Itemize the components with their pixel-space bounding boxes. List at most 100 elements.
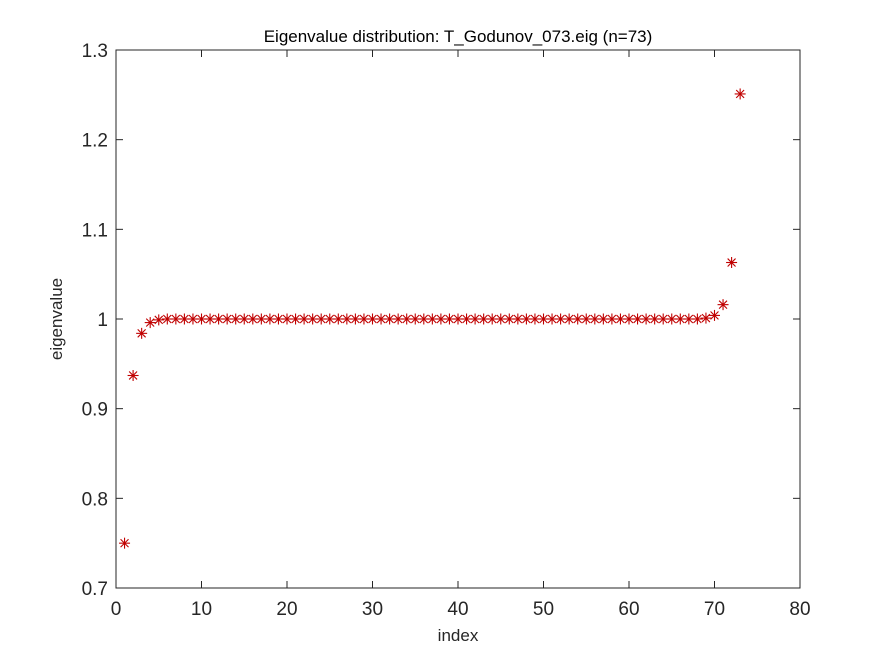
x-tick-label: 10	[191, 599, 212, 620]
data-point-stroke	[658, 314, 668, 324]
data-point-stroke	[641, 314, 651, 324]
x-tick-label: 30	[362, 599, 383, 620]
data-point-stroke	[513, 314, 523, 324]
data-point-stroke	[590, 314, 600, 324]
x-axis: 0 10 20 30 40 50 60 70 80	[111, 50, 811, 620]
data-point-stroke	[351, 314, 360, 324]
y-axis: 0.7 0.8 0.9 1 1.1 1.2 1.3	[82, 41, 800, 600]
data-point-stroke	[693, 314, 702, 324]
data-point-stroke	[462, 314, 471, 324]
data-point-stroke	[257, 314, 266, 324]
data-point-stroke	[573, 314, 583, 324]
data-point-stroke	[128, 371, 138, 380]
y-tick-label: 1.3	[82, 41, 108, 62]
x-axis-label: index	[438, 626, 479, 645]
data-point-stroke	[308, 314, 317, 324]
data-point	[461, 313, 473, 325]
x-tick-label: 70	[704, 599, 725, 620]
data-point-stroke	[145, 318, 155, 327]
data-point-stroke	[359, 314, 369, 324]
data-point	[375, 313, 387, 325]
data-point-stroke	[599, 314, 608, 324]
data-point-stroke	[701, 313, 711, 323]
data-point-stroke	[522, 314, 531, 324]
data-point-stroke	[650, 314, 659, 324]
data-point-stroke	[607, 314, 617, 324]
data-point-stroke	[419, 314, 429, 324]
data-point	[144, 317, 156, 329]
data-point-stroke	[470, 314, 480, 324]
data-point-stroke	[385, 314, 394, 324]
data-point-stroke	[718, 300, 728, 310]
y-tick-label: 0.8	[82, 489, 108, 510]
data-point-stroke	[530, 314, 540, 324]
data-point-stroke	[624, 314, 634, 324]
data-point-stroke	[154, 315, 164, 325]
y-tick-label: 0.9	[82, 400, 108, 421]
data-point-stroke	[214, 314, 223, 324]
data-point	[307, 313, 319, 325]
data-point-stroke	[479, 314, 488, 324]
data-point	[717, 299, 729, 311]
data-point	[213, 313, 225, 325]
data-point-stroke	[248, 314, 258, 324]
data-markers	[119, 88, 746, 549]
data-point	[589, 313, 601, 325]
data-point	[196, 313, 207, 325]
data-point-stroke	[180, 314, 189, 324]
data-point	[136, 327, 148, 339]
data-point-stroke	[239, 314, 249, 324]
y-tick-label: 0.7	[82, 579, 108, 600]
data-point-stroke	[667, 314, 677, 324]
data-point-stroke	[282, 314, 292, 324]
data-point-stroke	[445, 314, 454, 324]
data-point	[503, 313, 515, 325]
data-point-stroke	[564, 314, 574, 324]
data-point	[674, 313, 686, 325]
x-tick-label: 20	[276, 599, 297, 620]
x-tick-label: 40	[447, 599, 468, 620]
data-point	[700, 312, 712, 324]
data-point	[119, 537, 131, 549]
data-point-stroke	[504, 314, 514, 324]
data-point	[255, 313, 267, 325]
data-point-stroke	[137, 328, 146, 338]
data-point-stroke	[231, 314, 241, 324]
data-point	[606, 313, 618, 325]
data-point-stroke	[616, 314, 625, 324]
data-point-stroke	[735, 89, 745, 99]
data-point	[683, 313, 695, 325]
data-point-stroke	[547, 314, 557, 324]
data-point	[709, 309, 720, 321]
data-point-stroke	[333, 314, 343, 324]
data-point	[734, 88, 746, 100]
data-point-stroke	[436, 314, 446, 324]
data-point-stroke	[727, 258, 736, 267]
data-point-stroke	[428, 314, 437, 324]
data-point-stroke	[684, 314, 694, 324]
x-tick-label: 60	[618, 599, 639, 620]
data-point	[401, 313, 413, 325]
data-point-stroke	[556, 314, 565, 324]
data-point-stroke	[633, 314, 642, 324]
data-point-stroke	[376, 314, 386, 324]
y-tick-label: 1.2	[82, 131, 108, 152]
data-point-stroke	[453, 314, 463, 324]
data-point-stroke	[393, 314, 403, 324]
y-tick-label: 1	[97, 310, 108, 331]
data-point-stroke	[171, 314, 181, 324]
data-point-stroke	[710, 311, 719, 320]
data-point	[691, 313, 703, 325]
data-point-stroke	[539, 314, 548, 324]
data-point-stroke	[291, 314, 300, 324]
y-axis-label: eigenvalue	[47, 278, 66, 360]
data-point-stroke	[325, 314, 335, 324]
data-point-stroke	[410, 314, 420, 324]
data-point-stroke	[316, 314, 326, 324]
data-point-stroke	[120, 538, 129, 548]
data-point-stroke	[581, 314, 591, 324]
data-point	[384, 313, 396, 325]
data-point-stroke	[342, 314, 352, 324]
data-point	[153, 314, 165, 326]
